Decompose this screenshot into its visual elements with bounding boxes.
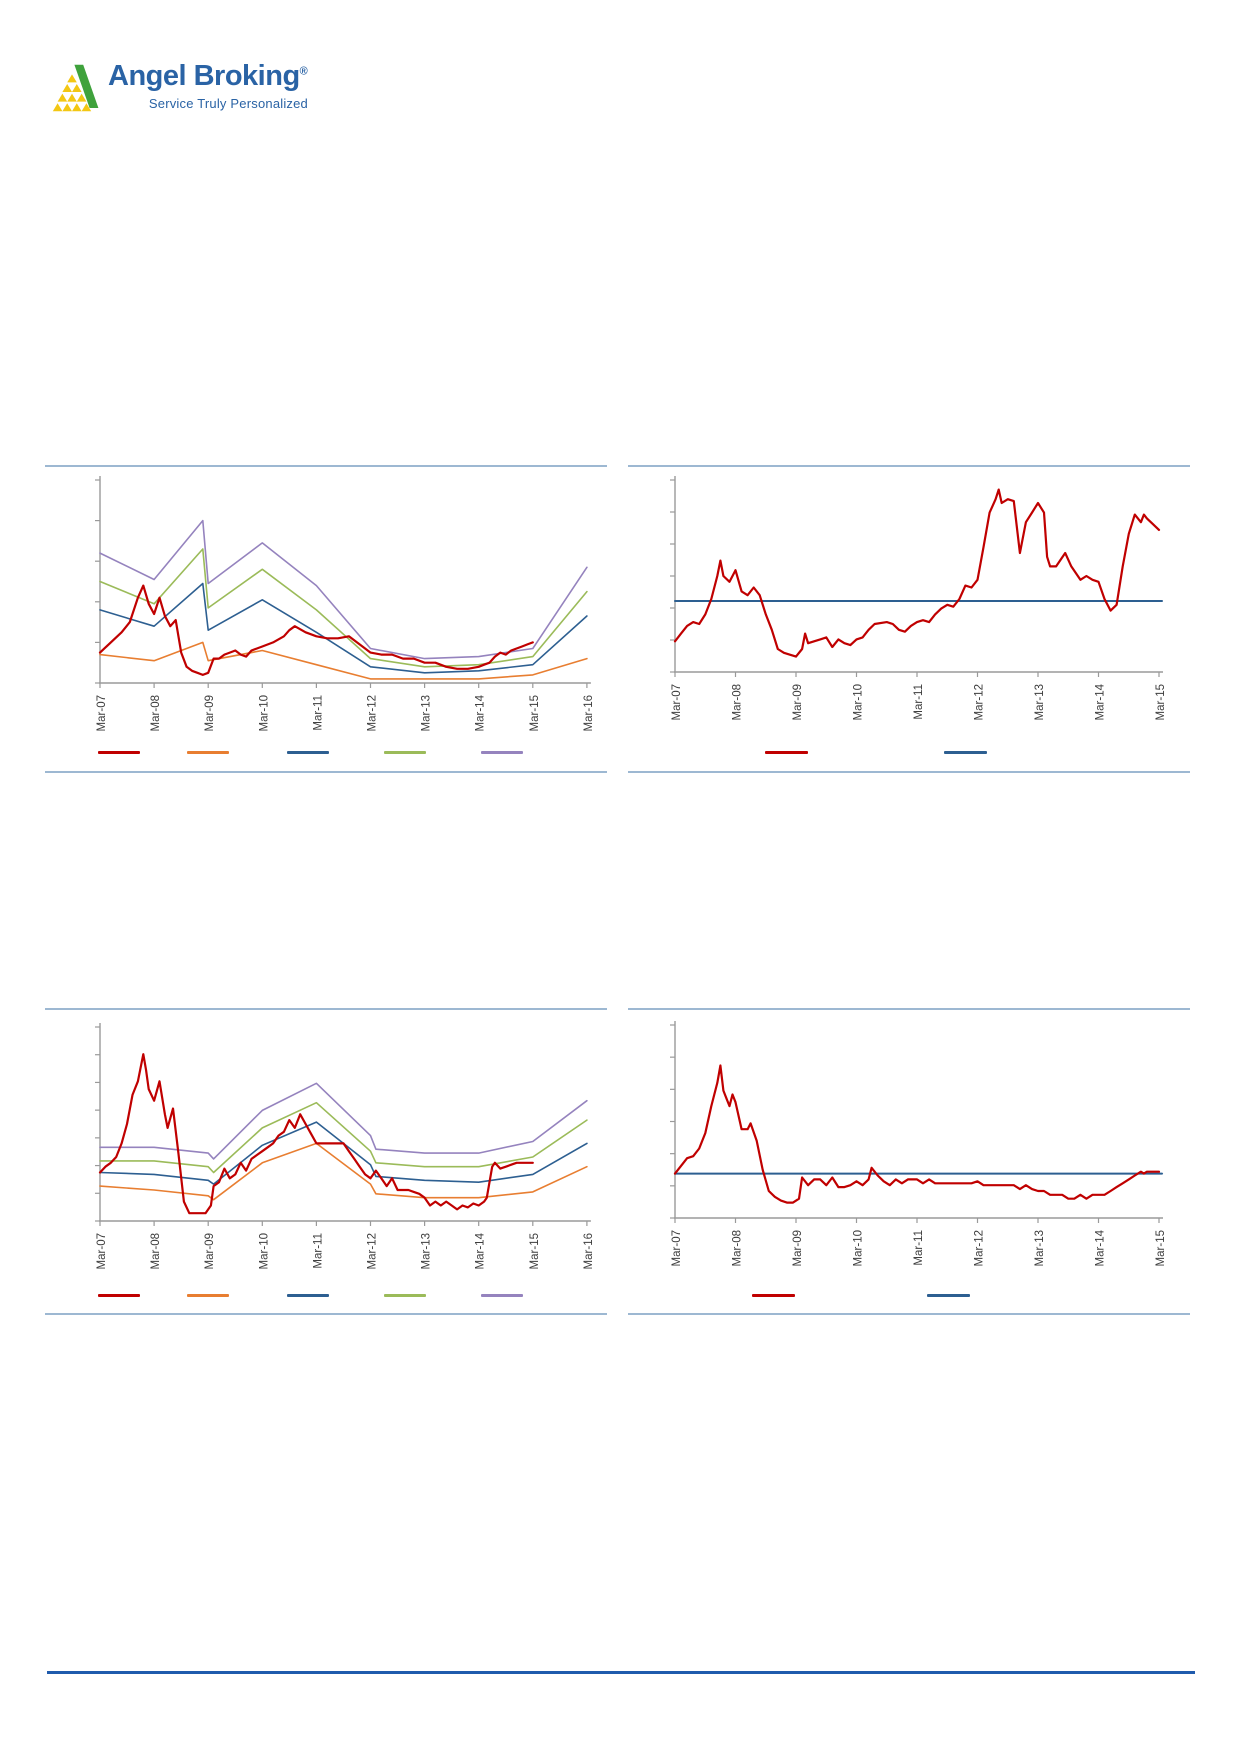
legend-swatch — [187, 1294, 229, 1297]
legend-swatch — [752, 1294, 795, 1297]
series-lower-band — [99, 1142, 588, 1201]
x-axis-label: Mar-07 — [671, 1230, 683, 1266]
legend-swatch — [944, 751, 987, 754]
x-axis-label: Mar-11 — [312, 1233, 324, 1269]
x-axis-label: Mar-11 — [312, 695, 324, 731]
x-axis-label: Mar-15 — [529, 1233, 541, 1269]
chart-legend — [45, 1294, 607, 1300]
pyramid-triangle — [57, 93, 68, 102]
chart-canvas-top-right: Mar-07 Mar-08 Mar-09 Mar-10 Mar-11 Mar-12 Mar-… — [670, 476, 1167, 720]
legend-swatch — [287, 1294, 329, 1297]
pyramid-triangle — [62, 84, 72, 92]
x-axis-label: Mar-11 — [913, 1230, 925, 1266]
x-axis-label: Mar-08 — [150, 1233, 162, 1269]
chart-block-top-right: Mar-07 Mar-08 Mar-09 Mar-10 Mar-11 Mar-12 Mar-… — [628, 465, 1190, 773]
x-axis-label: Mar-13 — [421, 1233, 433, 1269]
pyramid-triangle — [67, 93, 77, 102]
x-axis-label: Mar-07 — [96, 1233, 108, 1269]
pyramid-triangle — [72, 84, 82, 92]
x-axis-label: Mar-13 — [1034, 684, 1046, 720]
x-axis-label: Mar-14 — [475, 694, 487, 731]
registered-mark: ® — [299, 65, 308, 78]
x-axis-label: Mar-14 — [1095, 1229, 1107, 1266]
x-axis-label: Mar-08 — [732, 1230, 744, 1266]
x-axis-label: Mar-09 — [792, 1230, 804, 1266]
chart-legend — [628, 1294, 1190, 1300]
legend-swatch — [187, 751, 229, 754]
x-axis-label: Mar-12 — [974, 1230, 986, 1266]
logo-pyramid-icon — [52, 64, 99, 112]
pyramid-triangle — [52, 103, 63, 112]
legend-swatch — [287, 751, 329, 754]
logo-text: Angel Broking® Service Truly Personalize… — [108, 60, 308, 111]
x-axis-label: Mar-09 — [204, 1233, 216, 1269]
brand-tagline: Service Truly Personalized — [148, 96, 308, 111]
x-axis-label: Mar-14 — [475, 1232, 487, 1269]
x-axis-label: Mar-13 — [1034, 1230, 1046, 1266]
x-axis-label: Mar-10 — [258, 1233, 270, 1269]
x-axis-label: Mar-10 — [853, 1230, 865, 1266]
x-axis-label: Mar-15 — [1155, 1230, 1167, 1266]
pyramid-triangle — [67, 74, 77, 83]
legend-swatch — [98, 751, 140, 754]
legend-swatch — [481, 751, 523, 754]
legend-swatch — [98, 1294, 140, 1297]
x-axis-label: Mar-12 — [974, 684, 986, 720]
legend-swatch — [384, 1294, 426, 1297]
logo: Angel Broking® Service Truly Personalize… — [50, 52, 310, 138]
series-upper-band — [99, 1082, 588, 1160]
legend-swatch — [927, 1294, 970, 1297]
x-axis-label: Mar-15 — [529, 695, 541, 731]
chart-canvas-bottom-right: Mar-07 Mar-08 Mar-09 Mar-10 Mar-11 Mar-12 Mar-… — [670, 1021, 1167, 1266]
series-mid-lower-band — [99, 1121, 588, 1185]
legend-swatch — [481, 1294, 523, 1297]
pyramid-triangle — [72, 103, 82, 112]
series-price-line — [98, 584, 534, 676]
x-axis-label: Mar-12 — [367, 695, 379, 731]
x-axis-label: Mar-09 — [792, 684, 804, 720]
x-axis-label: Mar-14 — [1095, 683, 1107, 720]
chart-legend — [45, 751, 607, 757]
x-axis-label: Mar-12 — [367, 1233, 379, 1269]
x-axis-label: Mar-08 — [732, 684, 744, 720]
pyramid-triangle — [81, 103, 92, 112]
chart-canvas-top-left: Mar-07 Mar-08 Mar-09 Mar-10 Mar-11 Mar-12 Mar-… — [95, 476, 595, 731]
logo-ribbon — [74, 64, 99, 108]
x-axis-label: Mar-16 — [583, 1233, 595, 1269]
x-axis-label: Mar-10 — [258, 695, 270, 731]
x-axis-label: Mar-09 — [204, 695, 216, 731]
series-ratio-line — [673, 488, 1161, 658]
x-axis-label: Mar-10 — [853, 684, 865, 720]
chart-block-bottom-right: Mar-07 Mar-08 Mar-09 Mar-10 Mar-11 Mar-12 Mar-… — [628, 1008, 1190, 1315]
chart-block-bottom-left: Mar-07 Mar-08 Mar-09 Mar-10 Mar-11 Mar-12 Mar-… — [45, 1008, 607, 1315]
series-lower-band — [99, 641, 588, 680]
x-axis-label: Mar-16 — [583, 695, 595, 731]
chart-block-top-left: Mar-07 Mar-08 Mar-09 Mar-10 Mar-11 Mar-12 Mar-… — [45, 465, 607, 773]
chart-canvas-bottom-left: Mar-07 Mar-08 Mar-09 Mar-10 Mar-11 Mar-12 Mar-… — [95, 1023, 595, 1269]
x-axis-label: Mar-07 — [96, 695, 108, 731]
footer-rule — [47, 1671, 1195, 1674]
series-mid-upper-band — [99, 548, 588, 668]
pyramid-triangle — [62, 103, 72, 112]
pyramid-triangle — [76, 93, 87, 102]
x-axis-label: Mar-08 — [150, 695, 162, 731]
chart-legend — [628, 751, 1190, 757]
series-price-line — [98, 1053, 534, 1215]
x-axis-label: Mar-13 — [421, 695, 433, 731]
series-mid-lower-band — [99, 582, 588, 674]
x-axis-label: Mar-07 — [671, 684, 683, 720]
x-axis-label: Mar-11 — [913, 684, 925, 720]
series-ratio-line — [673, 1064, 1161, 1204]
legend-swatch — [384, 751, 426, 754]
legend-swatch — [765, 751, 808, 754]
x-axis-label: Mar-15 — [1155, 684, 1167, 720]
series-mid-upper-band — [99, 1101, 588, 1174]
brand-name: Angel Broking® — [108, 60, 308, 92]
